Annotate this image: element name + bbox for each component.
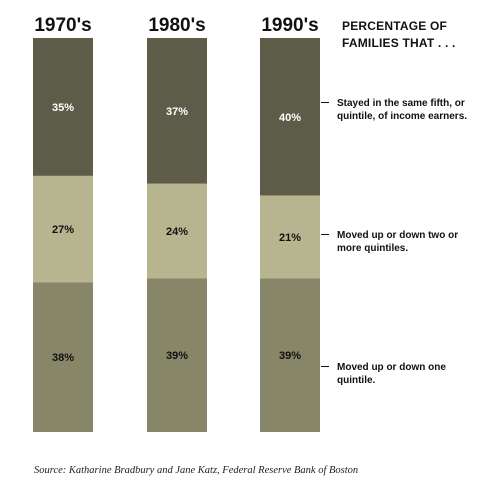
bar-segment: [147, 38, 207, 184]
legend-label-one: Moved up or down one quintile.: [337, 362, 446, 386]
data-label: 39%: [166, 350, 188, 362]
legend-label-stayed: Stayed in the same fifth, or quintile, o…: [337, 98, 468, 122]
bar-segment: [147, 278, 207, 432]
legend-item-stayed: Stayed in the same fifth, or quintile, o…: [321, 97, 479, 123]
data-label: 35%: [52, 102, 74, 114]
legend-label-two-or-more: Moved up or down two or more quintiles.: [337, 230, 459, 254]
bar-segment: [147, 183, 207, 279]
data-label: 39%: [279, 350, 301, 362]
bar-segment: [260, 38, 320, 196]
data-label: 40%: [279, 112, 301, 124]
bar-segment: [33, 175, 93, 283]
data-label: 27%: [52, 224, 74, 236]
category-label: 1990's: [261, 15, 318, 36]
bar-segment: [260, 278, 320, 432]
legend-leader-line: [321, 102, 329, 103]
category-label: 1980's: [148, 15, 205, 36]
data-label: 21%: [279, 232, 301, 244]
bar-segment: [33, 282, 93, 432]
legend-item-two-or-more: Moved up or down two or more quintiles.: [321, 229, 479, 255]
bar-segment: [33, 38, 93, 176]
source-note: Source: Katharine Bradbury and Jane Katz…: [34, 465, 359, 476]
data-label: 37%: [166, 106, 188, 118]
legend-leader-line: [321, 366, 329, 367]
data-label: 38%: [52, 352, 74, 364]
chart-heading: PERCENTAGE OF FAMILIES THAT . . .: [342, 19, 456, 50]
data-label: 24%: [166, 226, 188, 238]
legend-item-one: Moved up or down one quintile.: [321, 361, 479, 387]
category-label: 1970's: [34, 15, 91, 36]
bar-segment: [260, 195, 320, 279]
legend-leader-line: [321, 234, 329, 235]
